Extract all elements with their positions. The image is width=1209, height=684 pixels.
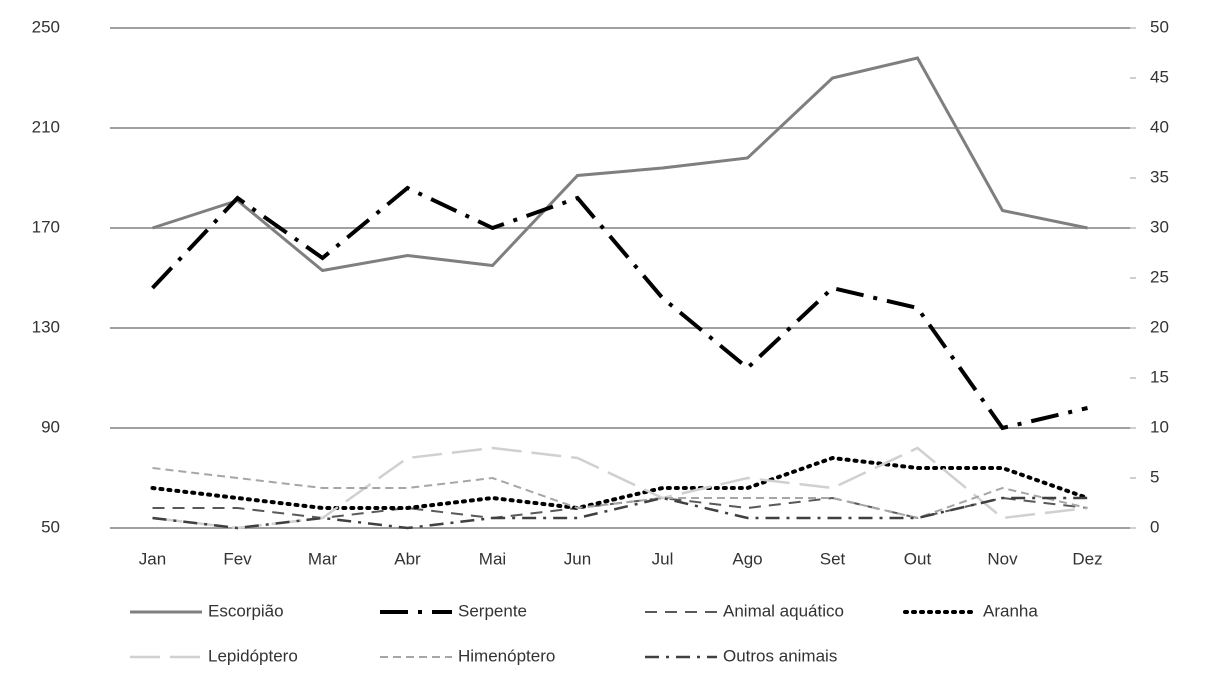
y-tick-label: 130	[32, 317, 60, 336]
series-line	[151, 185, 1088, 431]
y2-tick-label: 40	[1150, 117, 1169, 136]
series-line	[150, 455, 1090, 511]
y2-tick-label: 5	[1150, 467, 1159, 486]
y2-tick-label: 35	[1150, 167, 1169, 186]
series-line	[152, 496, 1088, 530]
legend-label: Animal aquático	[723, 601, 844, 620]
y2-tick-label: 10	[1150, 417, 1169, 436]
y2-tick-label: 15	[1150, 367, 1169, 386]
x-tick-label: Out	[904, 549, 932, 568]
x-tick-label: Dez	[1072, 549, 1102, 568]
y2-tick-label: 0	[1150, 517, 1159, 536]
x-tick-label: Set	[820, 549, 846, 568]
x-tick-label: Jan	[139, 549, 166, 568]
x-tick-label: Fev	[223, 549, 252, 568]
legend-label: Escorpião	[208, 601, 284, 620]
series-line	[152, 446, 1088, 530]
x-tick-label: Jun	[564, 549, 591, 568]
legend-label: Lepidóptero	[208, 646, 298, 665]
series-line	[152, 56, 1088, 273]
x-tick-label: Mai	[479, 549, 506, 568]
legend-label: Aranha	[983, 601, 1038, 620]
x-tick-label: Nov	[987, 549, 1018, 568]
y2-tick-label: 20	[1150, 317, 1169, 336]
x-tick-label: Mar	[308, 549, 338, 568]
x-tick-label: Jul	[652, 549, 674, 568]
legend-label: Serpente	[458, 601, 527, 620]
y2-tick-label: 50	[1150, 17, 1169, 36]
y2-tick-label: 25	[1150, 267, 1169, 286]
legend-label: Outros animais	[723, 646, 837, 665]
y-tick-label: 50	[41, 517, 60, 536]
y-tick-label: 170	[32, 217, 60, 236]
y-tick-label: 210	[32, 117, 60, 136]
y2-tick-label: 45	[1150, 67, 1169, 86]
x-tick-label: Ago	[732, 549, 762, 568]
y-tick-label: 90	[41, 417, 60, 436]
series-line	[152, 467, 1088, 520]
y-tick-label: 250	[32, 17, 60, 36]
legend-label: Himenóptero	[458, 646, 555, 665]
x-tick-label: Abr	[394, 549, 421, 568]
y2-tick-label: 30	[1150, 217, 1169, 236]
